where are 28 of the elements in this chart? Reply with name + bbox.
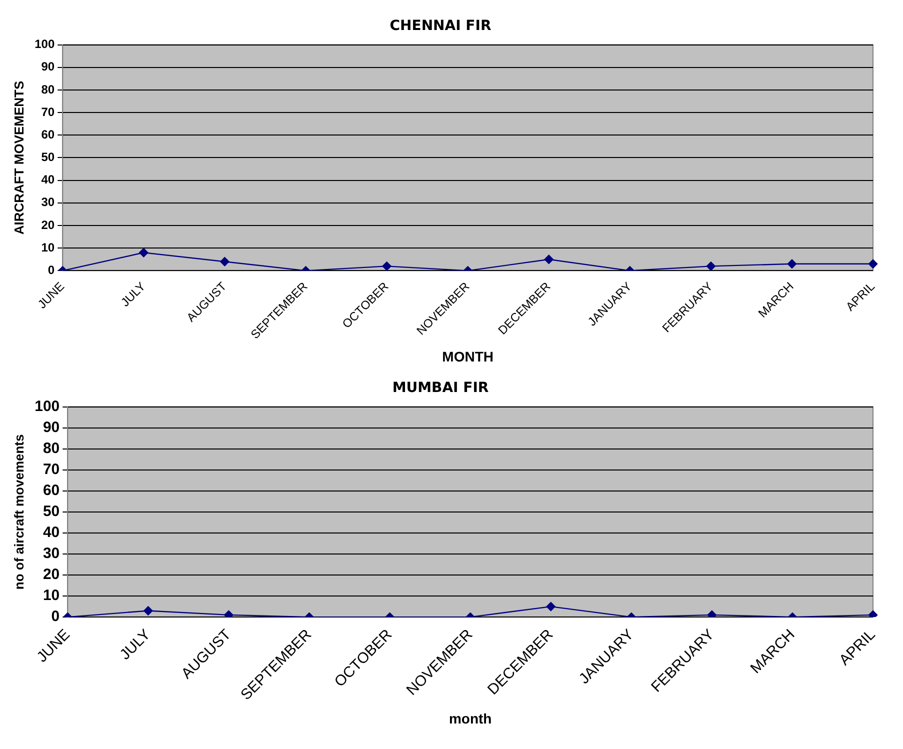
- y-tick-label: 20: [42, 566, 60, 584]
- y-tick-label: 60: [42, 482, 60, 500]
- y-tick-label: 80: [41, 82, 55, 96]
- y-tick-label: 50: [41, 150, 55, 164]
- y-axis-title: AIRCRAFT MOVEMENTS: [11, 80, 26, 235]
- y-tick-label: 70: [41, 104, 55, 119]
- y-tick-label: 20: [41, 218, 55, 232]
- y-tick-label: 0: [48, 262, 55, 277]
- y-tick-label: 90: [42, 418, 60, 436]
- x-axis-title: month: [448, 710, 492, 726]
- y-tick-label: 30: [41, 195, 55, 210]
- y-axis-title: no of aircraft movements: [11, 434, 26, 590]
- chart-title: MUMBAI FIR: [392, 380, 489, 396]
- chart-title: CHENNAI FIR: [390, 18, 492, 34]
- y-tick-label: 50: [42, 503, 60, 520]
- y-tick-label: 10: [41, 240, 55, 254]
- y-tick-label: 0: [51, 608, 60, 626]
- y-tick-label: 70: [42, 461, 60, 478]
- y-tick-label: 60: [41, 127, 55, 142]
- y-tick-label: 100: [34, 398, 60, 415]
- y-tick-label: 100: [34, 37, 55, 52]
- y-tick-label: 30: [42, 545, 60, 562]
- y-tick-label: 10: [42, 587, 60, 604]
- y-tick-label: 90: [41, 60, 55, 74]
- y-tick-label: 80: [42, 440, 60, 457]
- y-tick-label: 40: [41, 172, 55, 187]
- y-tick-label: 40: [42, 524, 60, 542]
- x-axis-title: MONTH: [442, 348, 494, 364]
